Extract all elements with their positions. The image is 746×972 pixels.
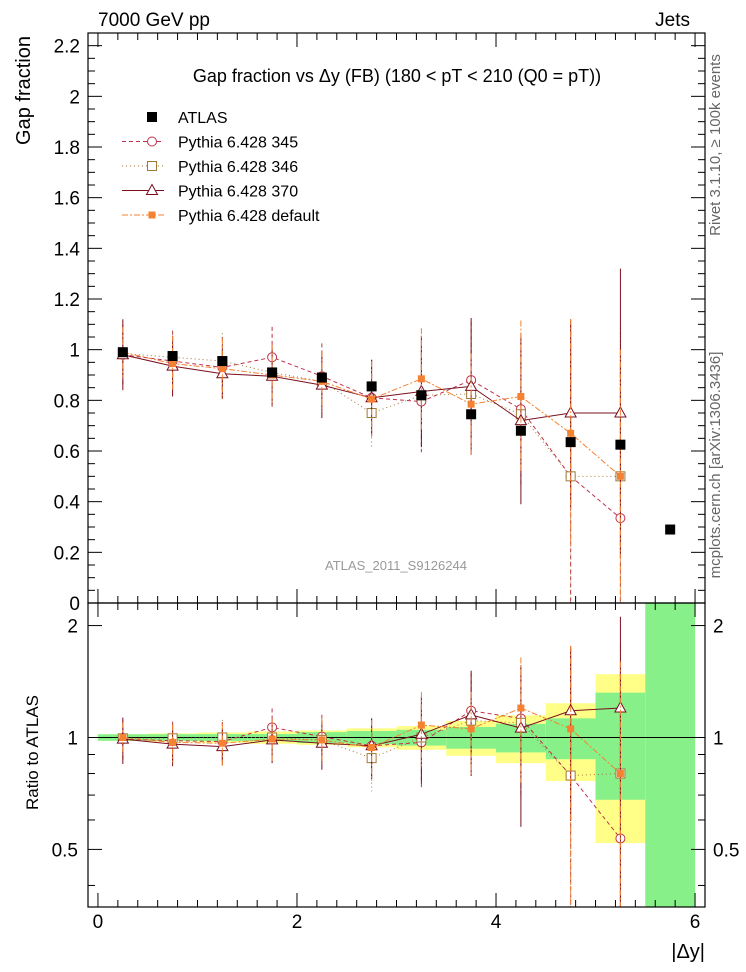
mcplots-label: mcplots.cern.ch [arXiv:1306.3436] xyxy=(707,352,724,579)
y-tick-label: 1.6 xyxy=(54,189,80,210)
legend-marker xyxy=(147,161,157,171)
series-point xyxy=(517,393,525,401)
ratio-point xyxy=(218,739,226,747)
ratio-point xyxy=(268,735,276,743)
atlas-data-point xyxy=(217,356,228,367)
x-tick-label: 4 xyxy=(491,912,502,933)
atlas-data-point xyxy=(615,439,626,450)
ratio-point xyxy=(417,721,425,729)
y-tick-label: 2 xyxy=(69,87,80,108)
y-tick-label: 0 xyxy=(69,594,80,615)
atlas-data-point xyxy=(267,367,278,378)
header-energy: 7000 GeV pp xyxy=(98,10,210,31)
ratio-band-inner xyxy=(645,603,696,907)
series-point xyxy=(169,360,177,368)
atlas-data-point xyxy=(565,437,576,448)
atlas-data-point xyxy=(316,372,327,383)
x-tick-label: 2 xyxy=(292,912,303,933)
legend-label: Pythia 6.428 default xyxy=(178,208,320,225)
ratio-point xyxy=(169,738,177,746)
y-tick-label: 1.4 xyxy=(54,239,81,260)
ratio-point xyxy=(517,704,525,712)
y-axis-label: Gap fraction xyxy=(13,36,35,145)
y-tick-label: 0.2 xyxy=(54,543,80,564)
y-tick-label: 0.6 xyxy=(54,442,80,463)
atlas-data-point xyxy=(466,409,477,420)
watermark: ATLAS_2011_S9126244 xyxy=(325,558,467,573)
ratio-tick-label-right: 0.5 xyxy=(713,840,739,861)
main-plot-area xyxy=(116,268,676,603)
atlas-data-point xyxy=(167,351,178,361)
series-point xyxy=(218,365,226,373)
ratio-point xyxy=(616,770,624,778)
legend-marker xyxy=(145,183,159,195)
legend-marker xyxy=(147,136,157,147)
ratio-tick-label-left: 2 xyxy=(67,617,78,638)
ratio-point xyxy=(318,736,326,744)
ratio-point xyxy=(567,725,575,733)
series-point xyxy=(467,400,475,408)
ratio-tick-label-left: 0.5 xyxy=(52,840,78,861)
ratio-tick-label-left: 1 xyxy=(67,728,78,749)
legend-label: ATLAS xyxy=(178,110,228,127)
series-point xyxy=(567,429,575,437)
y-tick-label: 0.8 xyxy=(54,391,80,412)
series-point xyxy=(417,375,425,383)
y-tick-label: 2.2 xyxy=(54,37,80,58)
y-tick-label: 1.8 xyxy=(54,138,80,159)
x-axis-label: |Δy| xyxy=(671,941,705,963)
atlas-data-point xyxy=(665,524,676,535)
legend-marker xyxy=(148,211,156,219)
legend-label: Pythia 6.428 370 xyxy=(178,184,298,201)
y-tick-label: 1.2 xyxy=(54,290,80,311)
rivet-label: Rivet 3.1.10, ≥ 100k events xyxy=(707,54,724,236)
atlas-data-point xyxy=(515,425,526,436)
ratio-point xyxy=(467,725,475,733)
atlas-data-point xyxy=(416,390,427,401)
ratio-plot-area xyxy=(88,603,705,907)
series-point xyxy=(368,395,376,403)
atlas-data-point xyxy=(117,347,128,358)
header-jets: Jets xyxy=(655,10,690,31)
atlas-data-point xyxy=(366,381,377,392)
y-tick-label: 0.4 xyxy=(54,493,81,514)
series-point xyxy=(616,472,624,480)
ratio-tick-label-right: 1 xyxy=(713,728,724,749)
ratio-y-axis-label: Ratio to ATLAS xyxy=(23,695,42,810)
legend-marker xyxy=(147,112,157,122)
legend-label: Pythia 6.428 346 xyxy=(178,159,298,176)
ratio-point xyxy=(119,733,127,741)
chart-title: Gap fraction vs Δy (FB) (180 < pT < 210 … xyxy=(193,66,601,86)
ratio-point xyxy=(368,743,376,751)
y-tick-label: 1 xyxy=(69,341,80,362)
x-tick-label: 6 xyxy=(690,912,701,933)
x-tick-label: 0 xyxy=(93,912,104,933)
ratio-tick-label-right: 2 xyxy=(713,617,724,638)
series-line xyxy=(122,354,621,519)
legend-label: Pythia 6.428 345 xyxy=(178,135,298,152)
